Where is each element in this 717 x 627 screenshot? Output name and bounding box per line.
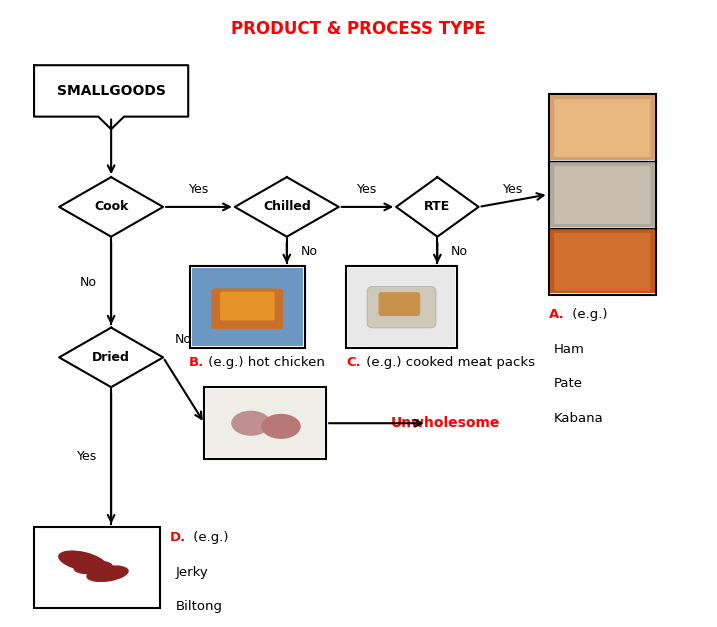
- Bar: [346, 266, 457, 348]
- Bar: [549, 94, 656, 295]
- Ellipse shape: [86, 566, 129, 582]
- Text: No: No: [450, 245, 467, 258]
- Bar: [348, 268, 455, 346]
- FancyBboxPatch shape: [554, 166, 650, 224]
- Ellipse shape: [231, 411, 271, 436]
- FancyBboxPatch shape: [367, 287, 436, 328]
- Bar: [206, 389, 324, 458]
- Text: Yes: Yes: [503, 182, 523, 196]
- Text: Biltong: Biltong: [176, 600, 223, 613]
- Text: Kabana: Kabana: [554, 412, 604, 425]
- Text: A.: A.: [549, 308, 564, 322]
- Ellipse shape: [58, 551, 107, 572]
- Ellipse shape: [74, 561, 113, 574]
- Text: Dried: Dried: [92, 351, 130, 364]
- Bar: [550, 95, 655, 160]
- Text: (e.g.) cooked meat packs: (e.g.) cooked meat packs: [362, 356, 535, 369]
- Text: (e.g.) hot chicken: (e.g.) hot chicken: [204, 356, 326, 369]
- Bar: [190, 266, 305, 348]
- Text: No: No: [80, 276, 97, 288]
- Text: Cook: Cook: [94, 201, 128, 213]
- Text: Yes: Yes: [77, 450, 97, 463]
- Text: Chilled: Chilled: [263, 201, 310, 213]
- Text: B.: B.: [189, 356, 204, 369]
- Bar: [192, 268, 303, 346]
- Text: Jerky: Jerky: [176, 566, 209, 579]
- Ellipse shape: [261, 414, 301, 439]
- Bar: [34, 527, 159, 608]
- Bar: [550, 162, 655, 226]
- Bar: [204, 387, 326, 459]
- Text: Yes: Yes: [357, 182, 378, 196]
- Bar: [37, 529, 158, 606]
- Text: Ham: Ham: [554, 343, 585, 356]
- FancyBboxPatch shape: [212, 288, 283, 329]
- Text: SMALLGOODS: SMALLGOODS: [57, 84, 166, 98]
- Bar: [550, 229, 655, 293]
- Text: Yes: Yes: [189, 182, 209, 196]
- Text: RTE: RTE: [424, 201, 450, 213]
- Text: No: No: [175, 333, 192, 346]
- Text: D.: D.: [170, 531, 186, 544]
- FancyBboxPatch shape: [554, 99, 650, 157]
- Text: (e.g.): (e.g.): [189, 531, 229, 544]
- FancyBboxPatch shape: [220, 292, 275, 320]
- Text: Pate: Pate: [554, 377, 583, 391]
- Text: PRODUCT & PROCESS TYPE: PRODUCT & PROCESS TYPE: [231, 20, 486, 38]
- Text: No: No: [301, 245, 318, 258]
- FancyBboxPatch shape: [554, 233, 650, 291]
- Text: C.: C.: [346, 356, 361, 369]
- Text: (e.g.): (e.g.): [568, 308, 607, 322]
- FancyBboxPatch shape: [379, 292, 420, 316]
- Text: Unwholesome: Unwholesome: [391, 416, 500, 430]
